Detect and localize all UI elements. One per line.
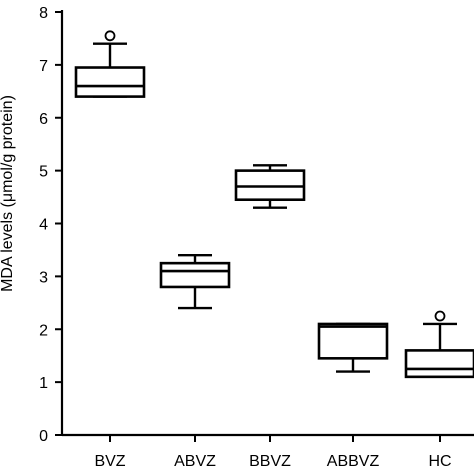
y-tick-label: 6	[39, 111, 48, 128]
outlier-point	[104, 30, 116, 42]
y-tick-label: 0	[39, 428, 48, 445]
box-hc	[404, 310, 474, 379]
outlier-point	[434, 310, 446, 322]
box-bbvz	[234, 164, 306, 209]
x-tick-label: ABBVZ	[327, 453, 380, 470]
iqr-box	[159, 261, 231, 289]
iqr-box	[317, 322, 389, 360]
iqr-box	[74, 66, 146, 98]
iqr-box	[234, 169, 306, 202]
x-tick-label: HC	[428, 453, 451, 470]
y-tick-label: 5	[39, 164, 48, 181]
y-tick-label: 1	[39, 375, 48, 392]
iqr-box	[404, 349, 474, 379]
x-tick-label: BVZ	[94, 453, 125, 470]
x-tick-label: ABVZ	[174, 453, 216, 470]
x-tick-label: BBVZ	[249, 453, 291, 470]
y-axis-label: MDA levels (μmol/g protein)	[0, 95, 16, 292]
box-abvz	[159, 254, 231, 310]
y-axis: 0 1 2 3 4 5 6 7 8	[39, 5, 64, 445]
y-tick-label: 8	[39, 5, 48, 22]
box-bvz	[74, 30, 146, 98]
y-tick-label: 4	[39, 217, 48, 234]
box-abbvz	[317, 322, 389, 373]
y-tick-label: 2	[39, 322, 48, 339]
box-series	[74, 30, 474, 379]
y-tick-label: 3	[39, 269, 48, 286]
y-tick-label: 7	[39, 58, 48, 75]
x-axis: BVZ ABVZ BBVZ ABBVZ HC	[62, 433, 474, 470]
